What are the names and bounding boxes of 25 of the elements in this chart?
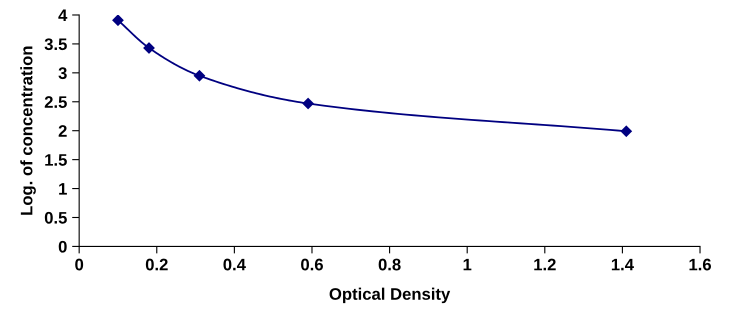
x-tick-label: 1 (464, 258, 472, 270)
x-tick-label: 1.4 (612, 258, 634, 270)
x-tick-label: 0.6 (301, 258, 323, 270)
point (194, 70, 206, 82)
x-tick-label: 0.2 (146, 258, 168, 270)
y-tick-label: 3 (58, 67, 67, 80)
x-tick-label: 0.8 (378, 258, 401, 270)
y-axis-title: Log. of concentration (20, 46, 36, 215)
x-tick-label: 1.6 (689, 258, 711, 270)
point (302, 98, 314, 110)
y-tick-label: 2 (58, 125, 67, 137)
x-tick-label: 0.4 (223, 258, 246, 270)
x-axis-title: Optical Density (330, 288, 450, 304)
y-tick-label: 1 (59, 183, 67, 195)
point (620, 126, 632, 137)
point (143, 42, 155, 54)
y-tick-label: 4 (58, 10, 68, 22)
y-tick-label: 0.5 (44, 212, 67, 224)
y-tick-label: 0 (58, 240, 67, 253)
y-tick-label: 3.5 (44, 38, 67, 50)
point (112, 14, 124, 26)
y-tick-label: 2.5 (44, 96, 67, 108)
x-tick-label: 0 (75, 258, 84, 270)
y-tick-label: 1.5 (45, 154, 67, 166)
x-tick-label: 1.2 (534, 258, 556, 270)
